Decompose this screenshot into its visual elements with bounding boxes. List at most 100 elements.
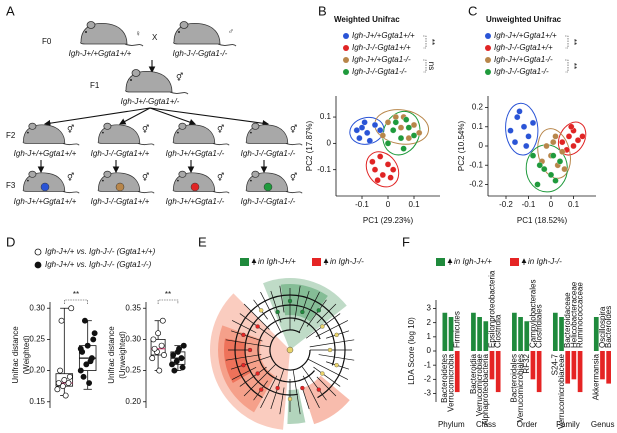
genotype-label: Igh-J+/-Ggta1+/- (121, 97, 180, 106)
bar (536, 351, 542, 393)
significance-label: ** (569, 63, 578, 69)
clade-node (300, 309, 305, 315)
significance-bracket (64, 299, 88, 304)
clade-node (255, 324, 260, 329)
significance-label: ** (569, 39, 578, 45)
y-tick-label: 3 (427, 304, 432, 313)
branch (225, 354, 262, 361)
legend-swatch (312, 258, 321, 266)
y-tick-label: -3 (424, 389, 432, 398)
data-point (403, 116, 410, 123)
panel-label: F (402, 234, 410, 249)
bar (552, 312, 558, 351)
legend-label: Igh-J+/+Ggta1+/+ (352, 31, 415, 40)
confidence-ellipse (505, 102, 539, 156)
mouse (97, 170, 155, 194)
data-point (384, 119, 392, 126)
y-tick-label: 0.20 (125, 397, 141, 406)
x-axis-label: PC1 (29.23%) (363, 216, 414, 225)
clade-node (259, 387, 264, 392)
legend-marker (34, 261, 42, 269)
taxon-label: Firmicutes (453, 311, 462, 348)
significance-label: ns (427, 62, 436, 70)
legend-label: Igh-J+/+Ggta1-/- (494, 55, 553, 64)
data-point (369, 158, 376, 165)
sex-symbol: ⚥ (142, 124, 149, 134)
mouse (80, 21, 144, 47)
clade-node (327, 347, 333, 353)
taxon-label: Ruminococcaceae (575, 282, 584, 348)
data-point (568, 123, 575, 130)
significance-label: ** (73, 290, 79, 299)
mouse-eye (250, 179, 252, 182)
branch (315, 320, 349, 338)
legend-swatch (485, 33, 491, 39)
clade-shading (287, 389, 306, 425)
y-tick-label: 0 (479, 141, 484, 150)
arrow (119, 107, 151, 125)
data-point (358, 124, 366, 131)
data-point (364, 129, 371, 136)
arrow (43, 107, 151, 127)
data-point (159, 317, 166, 324)
branch (307, 358, 349, 380)
y-tick-label: 0.25 (125, 366, 141, 375)
y-axis-label: Unifrac distance (11, 326, 20, 384)
panel-label: D (6, 234, 15, 249)
branch (292, 369, 301, 415)
data-point (390, 166, 397, 173)
data-point (392, 119, 399, 126)
root-node (286, 346, 294, 354)
data-point (179, 364, 186, 371)
mouse-eye (85, 31, 87, 33)
y-axis-label: (Weighted) (22, 335, 31, 374)
bar (606, 351, 611, 384)
legend-swatch (485, 69, 491, 75)
taxon-label: RF32 (522, 353, 531, 373)
genotype-label: Igh-J-/-Ggta1-/- (241, 197, 296, 206)
data-point (529, 152, 537, 159)
clade-node (287, 396, 293, 402)
mouse-eye (27, 179, 29, 182)
clade-node (275, 385, 280, 391)
data-point (59, 383, 66, 390)
mouse-tail (137, 190, 155, 194)
mouse-ear (251, 122, 260, 130)
group-label: Genus (591, 420, 615, 429)
group-label: Family (556, 420, 580, 429)
panel-label: C (468, 3, 477, 18)
data-point (353, 127, 360, 134)
data-point (86, 380, 93, 387)
data-point (410, 121, 418, 129)
mouse-tail (285, 142, 303, 146)
clade-node (275, 309, 280, 315)
branch (231, 320, 257, 334)
x-tick-label: 0.1 (568, 200, 580, 209)
data-point (173, 358, 180, 365)
clade-node (320, 324, 325, 329)
branch (225, 339, 271, 348)
y-axis-label: PC2 (10.54%) (457, 121, 466, 172)
data-point (520, 123, 528, 130)
mouse (125, 69, 189, 95)
y-axis-label: (Unweighted) (118, 331, 127, 379)
mouse-ear (28, 122, 37, 130)
branch (243, 303, 270, 330)
x-tick-label: -0.1 (522, 200, 536, 209)
sex-symbol: ⚥ (67, 124, 74, 134)
mouse-ear (103, 170, 112, 178)
data-point (156, 367, 163, 374)
mouse-ear (251, 170, 260, 178)
branch (231, 366, 257, 380)
bar (518, 317, 523, 351)
y-tick-label: -1 (424, 360, 432, 369)
mouse-ear (28, 170, 37, 178)
data-point (150, 336, 157, 343)
branch (279, 285, 285, 313)
data-point (529, 119, 537, 127)
mouse-eye (130, 79, 132, 81)
data-point (511, 139, 519, 146)
generation-label: F0 (42, 37, 52, 46)
data-point (397, 134, 405, 142)
data-point (169, 361, 175, 368)
